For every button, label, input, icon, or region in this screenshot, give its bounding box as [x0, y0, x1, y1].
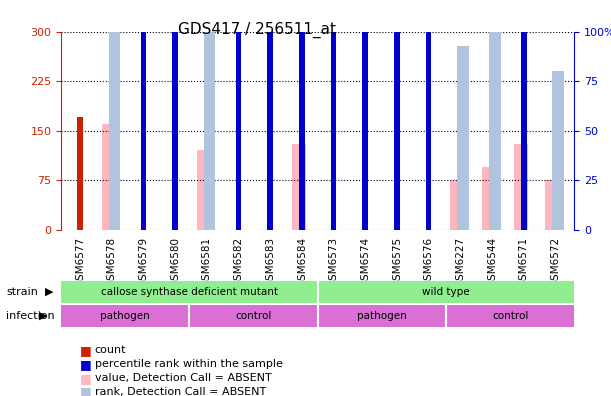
- Text: pathogen: pathogen: [357, 311, 407, 321]
- Bar: [189, 305, 318, 327]
- Text: callose synthase deficient mutant: callose synthase deficient mutant: [101, 287, 278, 297]
- Bar: [362, 0, 368, 230]
- Bar: [268, 81, 273, 230]
- Bar: [394, 129, 400, 230]
- Bar: [362, 128, 368, 230]
- Bar: [489, 0, 500, 230]
- Text: ■: ■: [79, 386, 91, 396]
- Bar: [331, 0, 337, 230]
- Bar: [521, 0, 527, 230]
- Text: control: control: [492, 311, 529, 321]
- Bar: [482, 167, 496, 230]
- Text: rank, Detection Call = ABSENT: rank, Detection Call = ABSENT: [95, 387, 266, 396]
- Bar: [172, 81, 178, 230]
- Bar: [268, 0, 273, 230]
- Bar: [141, 0, 146, 230]
- Bar: [546, 180, 560, 230]
- Text: value, Detection Call = ABSENT: value, Detection Call = ABSENT: [95, 373, 271, 383]
- Bar: [446, 305, 574, 327]
- Text: count: count: [95, 345, 126, 356]
- Bar: [458, 46, 469, 230]
- Bar: [61, 305, 189, 327]
- Text: ▶: ▶: [45, 287, 53, 297]
- Bar: [197, 150, 211, 230]
- Bar: [204, 0, 216, 230]
- Text: control: control: [235, 311, 272, 321]
- Bar: [109, 0, 120, 230]
- Text: infection: infection: [6, 311, 55, 321]
- Bar: [552, 71, 564, 230]
- Bar: [514, 144, 528, 230]
- Bar: [172, 0, 178, 230]
- Text: ■: ■: [79, 344, 91, 357]
- Text: wild type: wild type: [422, 287, 470, 297]
- Bar: [426, 124, 431, 230]
- Text: percentile rank within the sample: percentile rank within the sample: [95, 359, 282, 369]
- Text: GDS417 / 256511_at: GDS417 / 256511_at: [178, 22, 335, 38]
- Bar: [299, 0, 305, 230]
- Bar: [394, 0, 400, 230]
- Text: ■: ■: [79, 358, 91, 371]
- Bar: [318, 281, 574, 303]
- Bar: [426, 0, 431, 230]
- Bar: [318, 305, 446, 327]
- Text: pathogen: pathogen: [100, 311, 150, 321]
- Bar: [331, 32, 337, 230]
- Bar: [61, 281, 318, 303]
- Bar: [141, 69, 146, 230]
- Bar: [236, 0, 241, 230]
- Bar: [77, 118, 83, 230]
- Text: ▶: ▶: [38, 311, 47, 321]
- Bar: [102, 124, 116, 230]
- Text: strain: strain: [6, 287, 38, 297]
- Text: ■: ■: [79, 372, 91, 385]
- Bar: [292, 144, 306, 230]
- Bar: [450, 180, 464, 230]
- Bar: [236, 91, 241, 230]
